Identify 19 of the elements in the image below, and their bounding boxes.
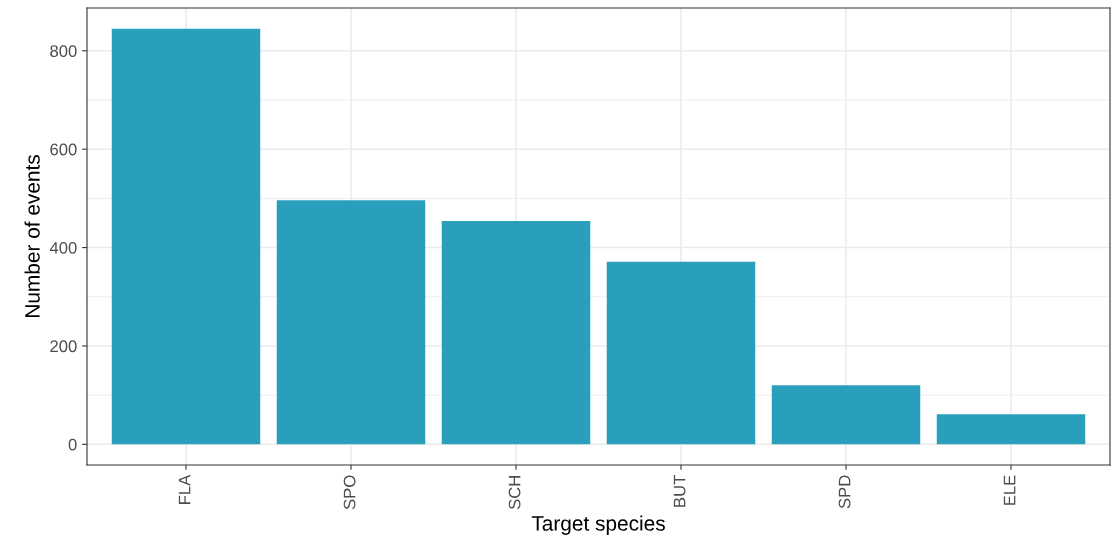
y-tick-label: 200 [50, 340, 77, 353]
y-axis-title: Number of events [24, 155, 40, 317]
bar [936, 414, 1086, 445]
x-tick-label: FLA [178, 474, 191, 504]
y-tick-label: 400 [49, 241, 77, 254]
x-tick-label: SPO [343, 475, 356, 510]
bar [276, 200, 426, 445]
x-tick-label: SCH [508, 476, 521, 510]
bar [441, 221, 591, 445]
bar [771, 385, 921, 445]
x-tick-label: ELE [1003, 475, 1016, 505]
bar [111, 28, 261, 445]
x-axis-title: Target species [531, 515, 665, 535]
x-tick-label: BUT [673, 475, 686, 507]
y-tick-label: 600 [50, 143, 77, 156]
y-tick-label: 800 [50, 45, 77, 57]
bar [606, 261, 756, 445]
y-tick-label: 0 [68, 438, 77, 451]
x-tick-label: SPD [838, 475, 851, 509]
